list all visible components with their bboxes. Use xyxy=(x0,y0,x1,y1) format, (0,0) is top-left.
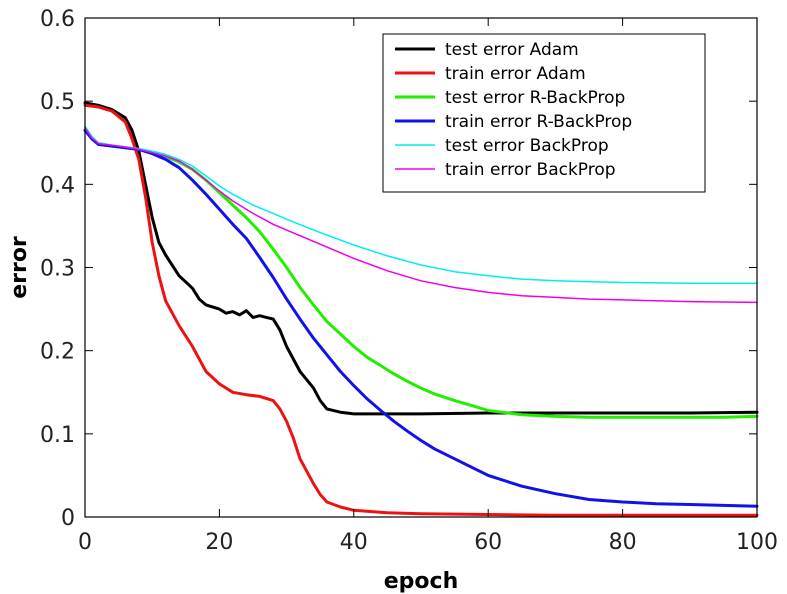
x-axis-title: epoch xyxy=(384,569,459,594)
y-tick-label: 0.3 xyxy=(40,257,75,282)
legend-label: train error BackProp xyxy=(445,160,616,180)
tick-labels: 0 20 40 60 80 100 0 0.1 0.2 0.3 0.4 0.5 0.6 xyxy=(40,7,778,555)
x-tick-label: 100 xyxy=(736,530,778,555)
legend: test error Adam train error Adam test erro… xyxy=(382,33,706,193)
y-tick-label: 0.4 xyxy=(40,173,75,198)
legend-label: test error BackProp xyxy=(445,136,609,156)
x-tick-label: 60 xyxy=(474,530,502,555)
ticks-layer xyxy=(84,17,758,518)
series-line-1 xyxy=(83,103,759,517)
series-line-0 xyxy=(83,101,759,416)
legend-label: test error Adam xyxy=(445,40,579,60)
legend-label: test error R-BackProp xyxy=(445,88,625,108)
legend-box xyxy=(382,33,706,193)
series-layer xyxy=(83,101,759,517)
y-tick-label: 0.6 xyxy=(40,7,75,32)
x-tick-label: 80 xyxy=(609,530,637,555)
series-line-3 xyxy=(83,128,759,508)
y-tick-label: 0 xyxy=(61,506,75,531)
y-axis-title: error xyxy=(7,236,32,299)
x-tick-label: 0 xyxy=(78,530,92,555)
y-tick-label: 0.5 xyxy=(40,90,75,115)
legend-label: train error R-BackProp xyxy=(445,112,632,132)
series-line-2 xyxy=(83,128,759,419)
x-tick-label: 40 xyxy=(340,530,368,555)
legend-label: train error Adam xyxy=(445,64,586,84)
x-tick-label: 20 xyxy=(205,530,233,555)
y-tick-label: 0.2 xyxy=(40,340,75,365)
series-line-5 xyxy=(84,127,758,304)
series-line-4 xyxy=(84,125,758,285)
y-tick-label: 0.1 xyxy=(40,423,75,448)
